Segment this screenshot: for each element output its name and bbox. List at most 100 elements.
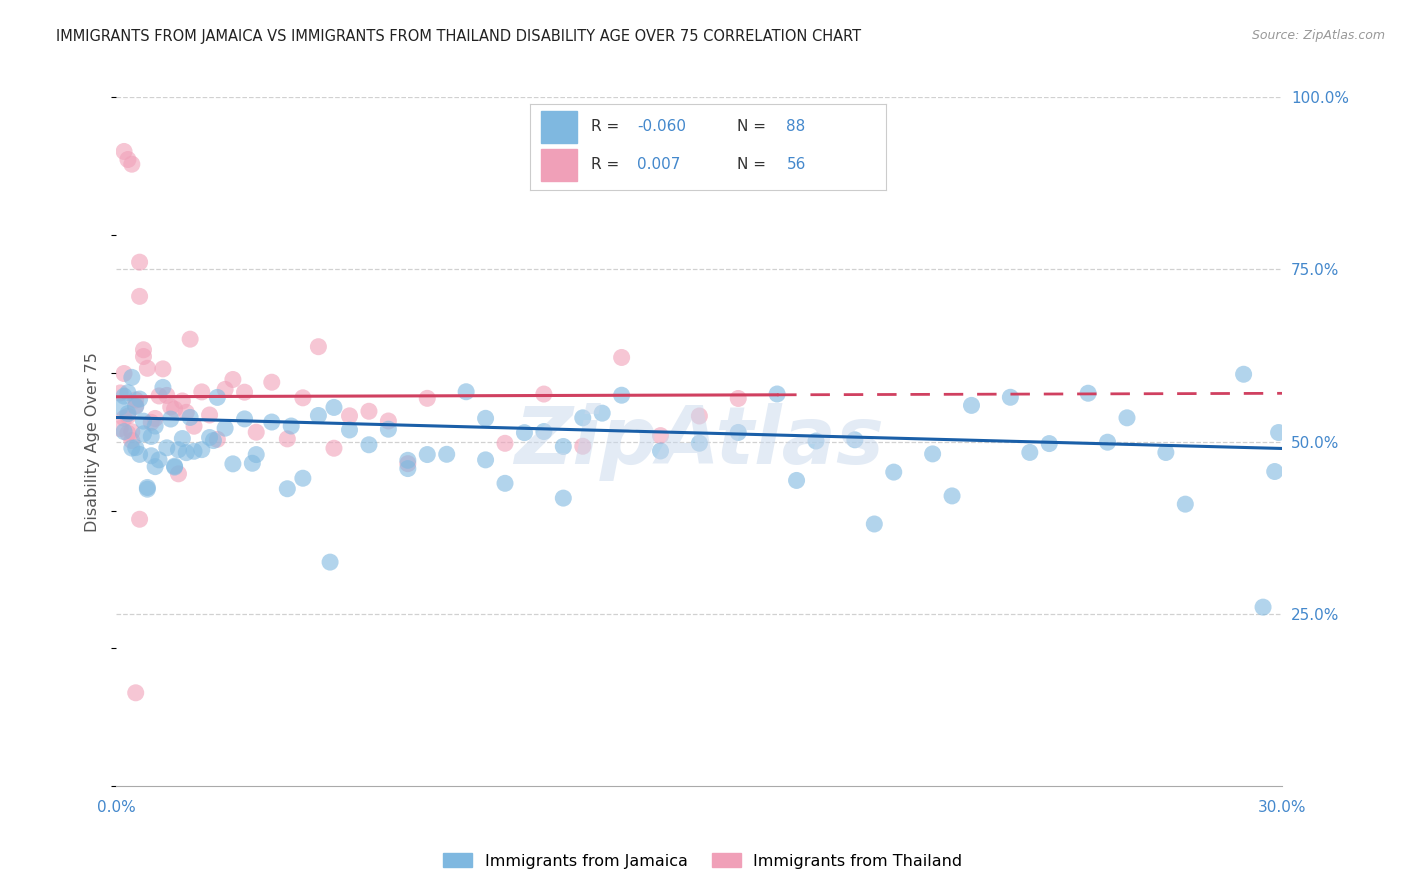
Point xyxy=(132,350,155,364)
Point xyxy=(108,401,131,415)
Point xyxy=(159,400,181,414)
Point xyxy=(214,421,236,435)
Point xyxy=(132,426,155,441)
Point xyxy=(136,482,159,496)
Point xyxy=(125,686,148,700)
Point xyxy=(207,391,229,405)
Point xyxy=(416,448,439,462)
Point xyxy=(941,489,963,503)
Point xyxy=(1038,436,1060,450)
Point xyxy=(1154,445,1177,459)
Point xyxy=(396,457,419,471)
Point xyxy=(553,491,575,505)
Point xyxy=(260,415,283,429)
Point xyxy=(198,430,221,444)
Point xyxy=(191,442,214,457)
Point xyxy=(148,389,170,403)
Point xyxy=(214,383,236,397)
Point xyxy=(152,380,174,394)
Point xyxy=(163,459,186,474)
Point xyxy=(121,441,143,455)
Point xyxy=(960,398,983,412)
Point xyxy=(377,414,399,428)
Point xyxy=(323,441,346,455)
Point xyxy=(1097,435,1119,450)
Point xyxy=(494,476,516,491)
Point xyxy=(167,467,190,481)
Point xyxy=(688,436,710,450)
Point xyxy=(571,410,593,425)
Point xyxy=(125,441,148,455)
Point xyxy=(1000,390,1022,404)
Point xyxy=(132,343,155,357)
Point xyxy=(112,389,135,403)
Point xyxy=(163,402,186,417)
Point xyxy=(727,392,749,406)
Point xyxy=(245,425,267,440)
Point xyxy=(121,157,143,171)
Point xyxy=(280,419,302,434)
Point xyxy=(179,332,201,346)
Point xyxy=(591,406,613,420)
Point xyxy=(1018,445,1040,459)
Point xyxy=(245,448,267,462)
Point xyxy=(233,385,256,400)
Point xyxy=(117,426,139,441)
Y-axis label: Disability Age Over 75: Disability Age Over 75 xyxy=(86,351,100,532)
Point xyxy=(513,425,536,440)
Point xyxy=(1251,600,1274,615)
Point xyxy=(141,415,163,429)
Point xyxy=(141,429,163,443)
Point xyxy=(128,289,150,303)
Point xyxy=(117,153,139,167)
Point xyxy=(112,411,135,425)
Point xyxy=(163,460,186,475)
Point xyxy=(804,434,827,448)
Point xyxy=(863,516,886,531)
Point xyxy=(786,474,808,488)
Point xyxy=(136,480,159,494)
Point xyxy=(396,461,419,475)
Text: ZipAtlas: ZipAtlas xyxy=(515,402,884,481)
Point xyxy=(202,434,225,448)
Point xyxy=(319,555,342,569)
Point xyxy=(143,411,166,425)
Point xyxy=(112,367,135,381)
Point xyxy=(650,428,672,442)
Point xyxy=(339,409,361,423)
Point xyxy=(357,404,380,418)
Point xyxy=(128,447,150,461)
Legend: Immigrants from Jamaica, Immigrants from Thailand: Immigrants from Jamaica, Immigrants from… xyxy=(437,847,969,875)
Point xyxy=(553,440,575,454)
Text: Source: ZipAtlas.com: Source: ZipAtlas.com xyxy=(1251,29,1385,42)
Point xyxy=(136,361,159,376)
Point xyxy=(156,388,179,402)
Point xyxy=(571,439,593,453)
Point xyxy=(121,434,143,448)
Point xyxy=(339,423,361,437)
Point xyxy=(883,465,905,479)
Point xyxy=(357,438,380,452)
Point xyxy=(1116,410,1139,425)
Point xyxy=(108,422,131,436)
Point xyxy=(222,457,245,471)
Point xyxy=(125,399,148,413)
Point xyxy=(233,412,256,426)
Point xyxy=(172,393,194,408)
Point xyxy=(167,442,190,457)
Point xyxy=(143,459,166,474)
Point xyxy=(276,432,298,446)
Point xyxy=(727,425,749,440)
Point xyxy=(1264,465,1286,479)
Point xyxy=(183,444,205,458)
Point xyxy=(494,436,516,450)
Point xyxy=(260,375,283,389)
Point xyxy=(141,449,163,463)
Point xyxy=(533,387,555,401)
Point xyxy=(198,408,221,422)
Point xyxy=(844,433,866,447)
Point xyxy=(456,384,478,399)
Point xyxy=(307,340,329,354)
Point xyxy=(148,453,170,467)
Point xyxy=(174,445,197,459)
